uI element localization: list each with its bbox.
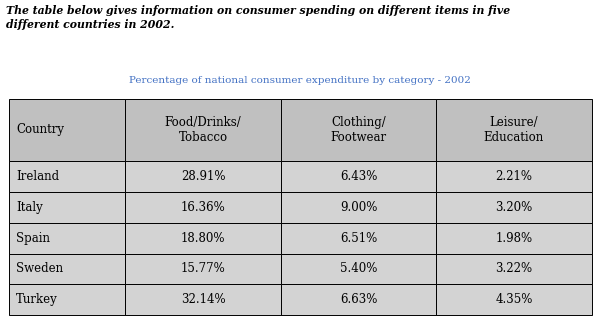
Text: Country: Country: [16, 124, 64, 136]
Text: Ireland: Ireland: [16, 170, 59, 183]
Bar: [281, 284, 436, 315]
Bar: [125, 284, 281, 315]
Bar: [281, 223, 436, 254]
Text: The table below gives information on consumer spending on different items in fiv: The table below gives information on con…: [6, 5, 510, 31]
Text: 4.35%: 4.35%: [495, 293, 533, 306]
Bar: [436, 161, 592, 192]
Bar: [436, 284, 592, 315]
Text: Spain: Spain: [16, 231, 50, 244]
Bar: [281, 192, 436, 223]
Bar: [436, 192, 592, 223]
Text: 6.43%: 6.43%: [340, 170, 377, 183]
Text: 16.36%: 16.36%: [181, 201, 226, 214]
Bar: [9, 99, 125, 161]
Text: 32.14%: 32.14%: [181, 293, 226, 306]
Text: 6.63%: 6.63%: [340, 293, 377, 306]
Text: 2.21%: 2.21%: [496, 170, 532, 183]
Text: 15.77%: 15.77%: [181, 263, 226, 276]
Text: 5.40%: 5.40%: [340, 263, 377, 276]
Text: Percentage of national consumer expenditure by category - 2002: Percentage of national consumer expendit…: [129, 76, 471, 85]
Text: 18.80%: 18.80%: [181, 231, 226, 244]
Bar: [9, 192, 125, 223]
Bar: [436, 223, 592, 254]
Text: 28.91%: 28.91%: [181, 170, 226, 183]
Bar: [9, 254, 125, 284]
Bar: [281, 99, 436, 161]
Bar: [281, 254, 436, 284]
Text: 1.98%: 1.98%: [496, 231, 532, 244]
Bar: [436, 254, 592, 284]
Bar: [125, 223, 281, 254]
Bar: [436, 99, 592, 161]
Bar: [9, 161, 125, 192]
Bar: [281, 161, 436, 192]
Bar: [125, 192, 281, 223]
Bar: [9, 284, 125, 315]
Text: Food/Drinks/
Tobacco: Food/Drinks/ Tobacco: [165, 116, 241, 144]
Bar: [125, 161, 281, 192]
Bar: [125, 254, 281, 284]
Bar: [125, 99, 281, 161]
Text: Leisure/
Education: Leisure/ Education: [484, 116, 544, 144]
Text: 9.00%: 9.00%: [340, 201, 377, 214]
Text: Sweden: Sweden: [16, 263, 64, 276]
Text: Italy: Italy: [16, 201, 43, 214]
Bar: [9, 223, 125, 254]
Text: 3.20%: 3.20%: [495, 201, 533, 214]
Text: 3.22%: 3.22%: [496, 263, 532, 276]
Text: Turkey: Turkey: [16, 293, 58, 306]
Text: Clothing/
Footwear: Clothing/ Footwear: [331, 116, 386, 144]
Text: 6.51%: 6.51%: [340, 231, 377, 244]
